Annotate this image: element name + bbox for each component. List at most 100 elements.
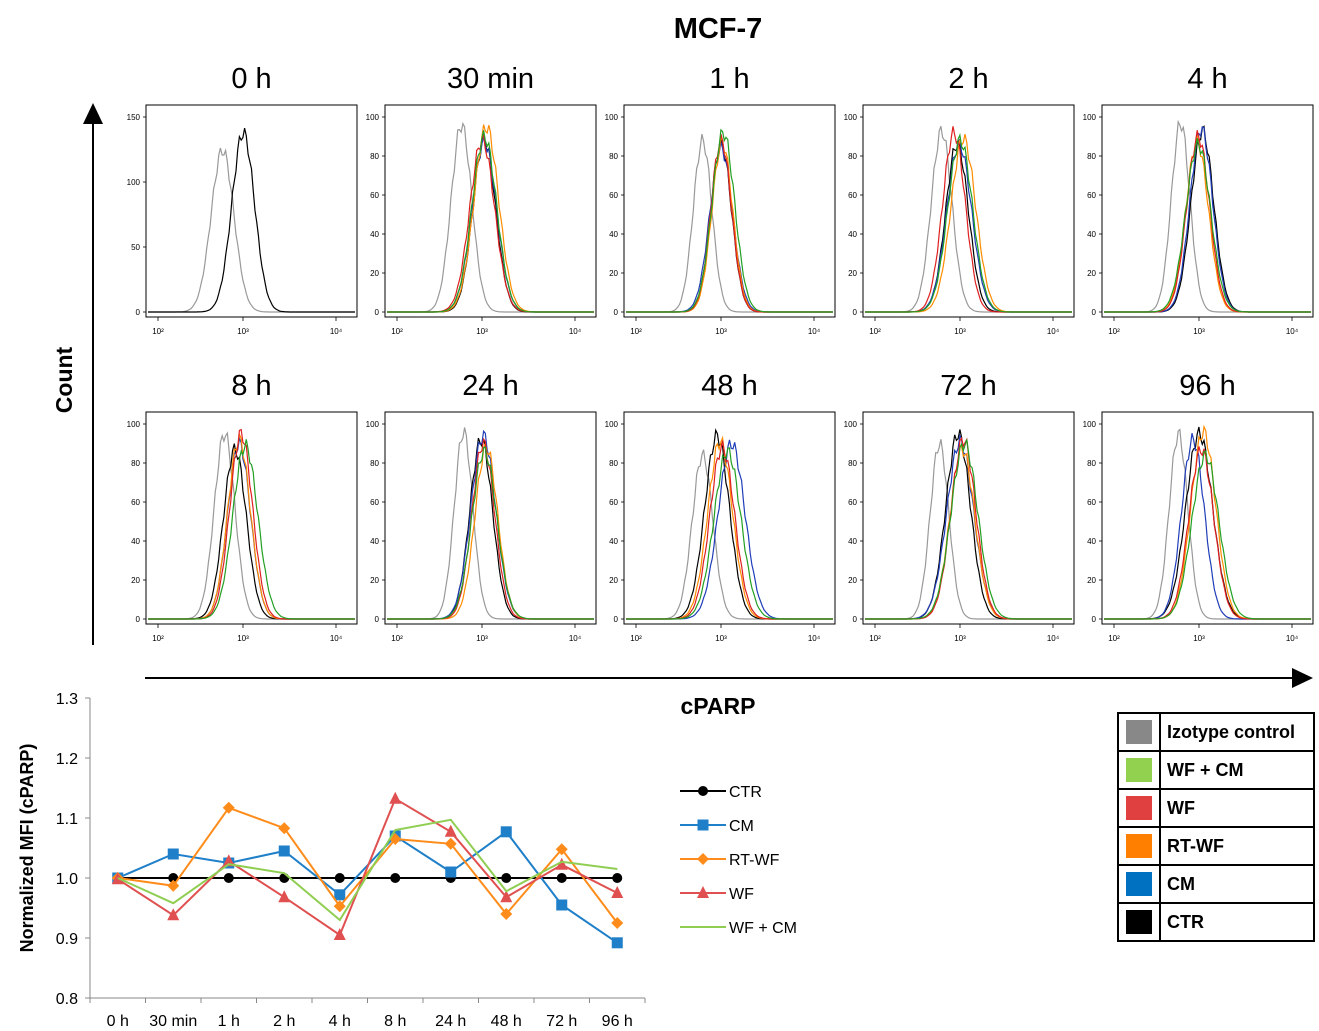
legend-swatch: [1126, 796, 1152, 820]
y-tick-label: 100: [127, 178, 141, 187]
y-tick-label: 0: [136, 308, 141, 317]
legend-row: CTR: [1117, 902, 1315, 942]
cparp-arrowhead: [1292, 668, 1313, 688]
data-point: [278, 890, 291, 903]
series-line: [117, 797, 618, 937]
legend-label: RT-WF: [1159, 826, 1315, 866]
legend-swatch-cell: [1117, 864, 1161, 904]
line-legend-item: CM: [680, 818, 754, 835]
histogram-curve: [148, 439, 355, 620]
panel-title: 2 h: [948, 63, 988, 95]
legend-label: CTR: [1159, 902, 1315, 942]
data-point: [278, 822, 291, 835]
y-tick-label: 40: [848, 230, 857, 239]
series-ctr: [112, 873, 623, 883]
data-point: [612, 873, 623, 883]
x-tick-label: 10³: [715, 327, 727, 336]
data-point: [697, 819, 709, 831]
x-tick-label: 10²: [630, 327, 642, 336]
line-legend-item: RT-WF: [680, 852, 780, 869]
histogram-curve: [626, 447, 833, 620]
x-tick-label: 10⁴: [808, 327, 821, 336]
legend-swatch: [1126, 720, 1152, 744]
data-point: [167, 908, 180, 921]
panel-title: 24 h: [462, 370, 518, 402]
y-tick-label: 0: [1092, 308, 1097, 317]
y-tick-label: 40: [370, 230, 379, 239]
y-tick-label: 1.0: [56, 871, 78, 888]
data-point: [501, 873, 512, 883]
y-tick-label: 20: [1087, 269, 1096, 278]
series-wf: [111, 791, 624, 940]
legend-swatch: [1126, 758, 1152, 782]
data-point: [697, 886, 709, 898]
y-axis-title: Normalized MFI (cPARP): [17, 744, 37, 953]
y-tick-label: 60: [370, 498, 379, 507]
legend-swatch-cell: [1117, 902, 1161, 942]
y-tick-label: 100: [366, 420, 380, 429]
legend-label: WF: [1159, 788, 1315, 828]
data-point: [333, 900, 346, 913]
panel-frame: [384, 411, 597, 625]
panel-frame: [862, 411, 1075, 625]
data-point: [278, 845, 290, 857]
y-tick-label: 1.3: [56, 691, 78, 708]
y-tick-label: 80: [131, 459, 140, 468]
x-tick-label: 0 h: [107, 1013, 129, 1030]
data-point: [444, 837, 457, 850]
histogram-curve: [387, 130, 594, 313]
histogram-panel: 24 h 0 20 40 60 80 100 10² 10³ 10⁴: [366, 370, 597, 643]
y-tick-label: 60: [848, 498, 857, 507]
data-point: [611, 917, 624, 929]
panel-frame: [623, 411, 836, 625]
y-tick-label: 0: [375, 308, 380, 317]
legend-swatch: [1126, 872, 1152, 896]
panel-title: 0 h: [231, 63, 271, 95]
y-tick-label: 0: [614, 615, 619, 624]
y-tick-label: 20: [848, 269, 857, 278]
y-tick-label: 0: [853, 615, 858, 624]
data-point: [223, 873, 234, 883]
legend-row: WF + CM: [1117, 750, 1315, 790]
x-tick-label: 10⁴: [1286, 634, 1299, 643]
legend-label: WF + CM: [729, 920, 797, 937]
y-tick-label: 60: [609, 191, 618, 200]
data-point: [500, 908, 513, 920]
series-line: [117, 818, 618, 922]
data-point: [389, 791, 402, 804]
y-tick-label: 1.1: [56, 811, 78, 828]
data-point: [167, 879, 180, 892]
y-tick-label: 0: [1092, 615, 1097, 624]
x-tick-label: 10²: [869, 634, 881, 643]
x-tick-label: 10³: [715, 634, 727, 643]
x-tick-label: 10⁴: [1286, 327, 1299, 336]
y-tick-label: 80: [1087, 459, 1096, 468]
legend-swatch-cell: [1117, 712, 1161, 752]
legend-label: CM: [729, 818, 754, 835]
histogram-curve: [865, 439, 1072, 620]
x-tick-label: 10²: [1108, 327, 1120, 336]
legend-row: Izotype control: [1117, 712, 1315, 752]
y-tick-label: 0.8: [56, 991, 78, 1008]
histogram-panel: 48 h 0 20 40 60 80 100 10² 10³ 10⁴: [605, 370, 836, 643]
treatment-legend-table: Izotype control WF + CM WF RT-WF CM CTR: [1117, 712, 1315, 942]
x-tick-label: 10⁴: [330, 634, 343, 643]
legend-swatch-cell: [1117, 826, 1161, 866]
y-tick-label: 40: [848, 537, 857, 546]
data-point: [555, 843, 568, 856]
x-tick-label: 48 h: [491, 1013, 522, 1030]
y-tick-label: 1.2: [56, 751, 78, 768]
y-tick-label: 40: [370, 537, 379, 546]
panel-title: 1 h: [709, 63, 749, 95]
data-point: [500, 890, 513, 903]
y-tick-label: 80: [370, 152, 379, 161]
y-tick-label: 40: [1087, 537, 1096, 546]
y-tick-label: 0: [614, 308, 619, 317]
y-tick-label: 100: [605, 420, 619, 429]
legend-label: CTR: [729, 784, 762, 801]
data-point: [167, 848, 179, 860]
histogram-curve: [865, 132, 1072, 313]
data-point: [334, 889, 346, 901]
